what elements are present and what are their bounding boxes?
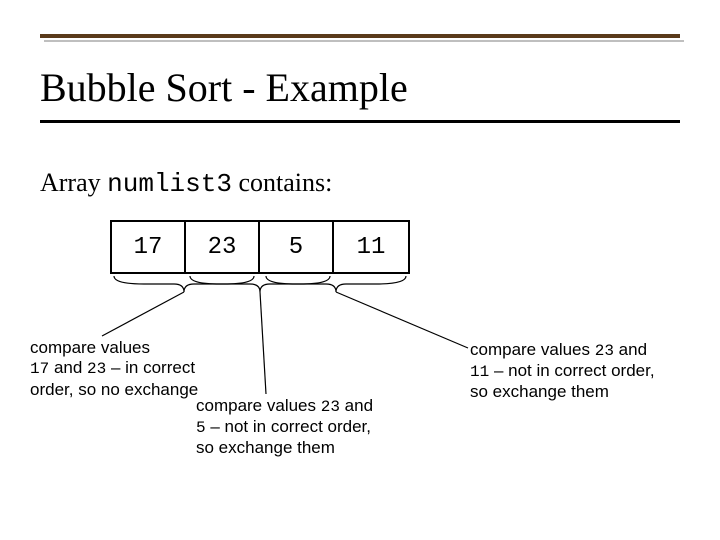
- array-cell: 11: [334, 222, 408, 272]
- annotation-line: and: [345, 396, 373, 415]
- annotation-line: order, so no exchange: [30, 380, 198, 399]
- annotation-line: – in correct: [111, 358, 195, 377]
- annotation-line: 23: [87, 360, 106, 378]
- array-cell: 17: [112, 222, 186, 272]
- annotation-line: compare values: [470, 340, 595, 359]
- annotation-line: and: [619, 340, 647, 359]
- annotation-line: 5: [196, 419, 206, 437]
- intro-code: numlist3: [107, 169, 232, 199]
- annotation-line: so exchange them: [196, 438, 335, 457]
- intro-prefix: Array: [40, 168, 107, 197]
- slide: Bubble Sort - Example Array numlist3 con…: [0, 0, 720, 540]
- annotation-line: and: [54, 358, 87, 377]
- annotation-3: compare values 23 and 11 – not in correc…: [470, 340, 700, 403]
- array-table: 17 23 5 11: [110, 220, 410, 274]
- annotation-line: compare values: [30, 338, 150, 357]
- annotation-line: 23: [321, 398, 340, 416]
- annotation-line: 11: [470, 363, 489, 381]
- intro-suffix: contains:: [232, 168, 332, 197]
- annotation-1: compare values 17 and 23 – in correct or…: [30, 338, 240, 400]
- annotation-line: compare values: [196, 396, 321, 415]
- annotation-line: 17: [30, 360, 49, 378]
- array-cell: 5: [260, 222, 334, 272]
- top-rule: [40, 34, 680, 38]
- annotation-line: – not in correct order,: [494, 361, 655, 380]
- title-rule: [40, 120, 680, 123]
- annotation-line: 23: [595, 342, 614, 360]
- annotation-line: so exchange them: [470, 382, 609, 401]
- array-cell: 23: [186, 222, 260, 272]
- slide-title: Bubble Sort - Example: [40, 64, 408, 111]
- top-rule-shadow: [44, 40, 684, 42]
- annotation-2: compare values 23 and 5 – not in correct…: [196, 396, 426, 459]
- annotation-line: – not in correct order,: [210, 417, 371, 436]
- pair-braces: [110, 272, 410, 302]
- intro-text: Array numlist3 contains:: [40, 168, 332, 199]
